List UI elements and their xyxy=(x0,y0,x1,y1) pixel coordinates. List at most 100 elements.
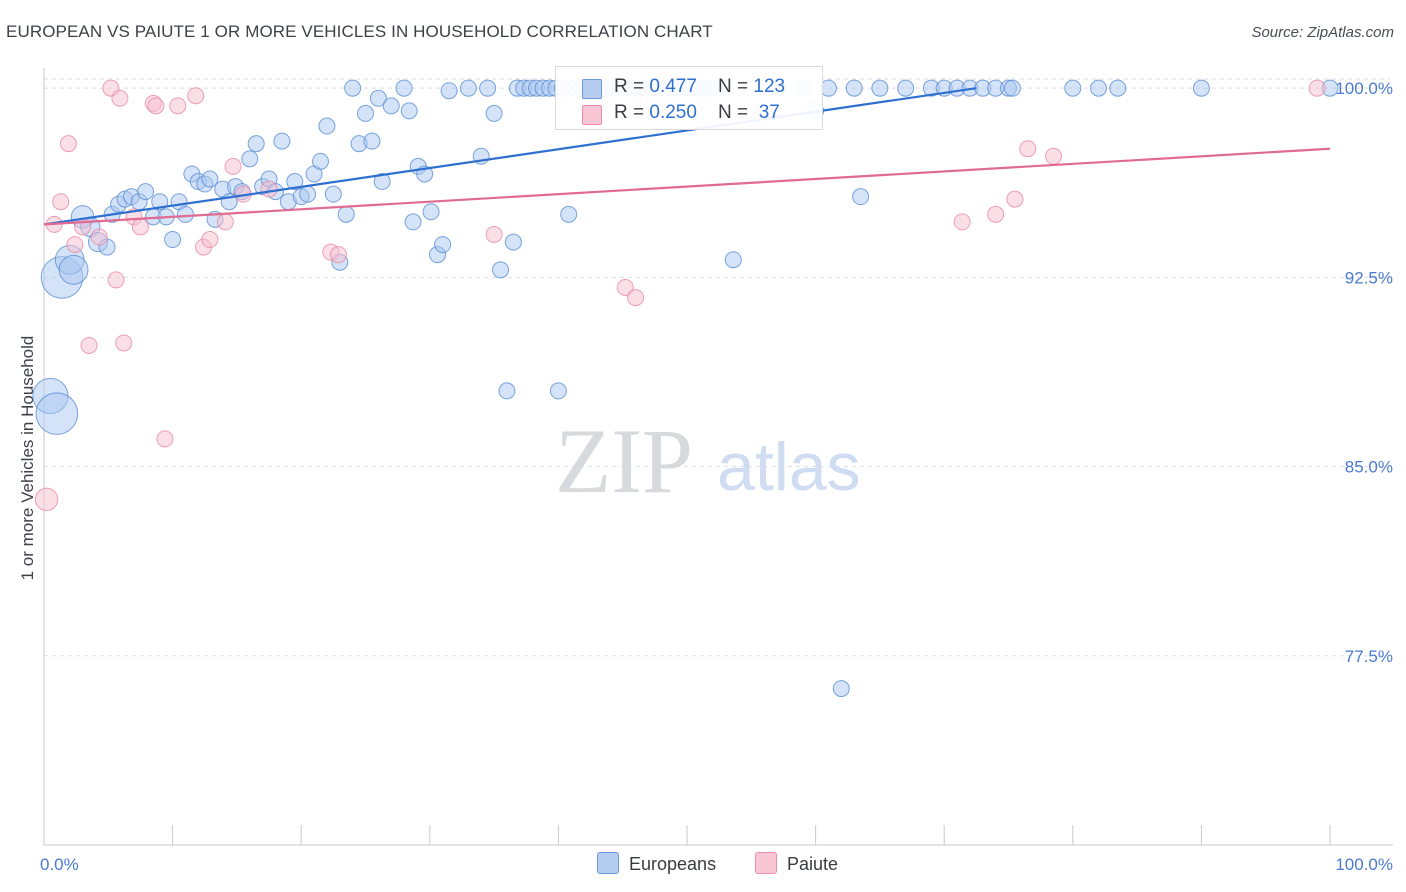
legend-swatch-europeans xyxy=(582,79,602,99)
europeans-point xyxy=(373,173,391,191)
europeans-point xyxy=(273,132,291,150)
paiute-point xyxy=(187,87,205,105)
europeans-point xyxy=(363,132,381,150)
paiute-point xyxy=(260,180,278,198)
paiute-trend-line xyxy=(43,147,1331,226)
paiute-point xyxy=(329,246,347,264)
europeans-point xyxy=(897,79,915,97)
europeans-point xyxy=(1192,79,1210,97)
bottom-legend-paiute: Paiute xyxy=(755,852,838,875)
x-tick-label: 0.0% xyxy=(40,855,79,874)
legend-n-label: N = xyxy=(718,76,754,97)
paiute-point xyxy=(1006,190,1024,208)
paiute-point xyxy=(485,226,503,243)
europeans-point xyxy=(395,79,413,97)
paiute-point xyxy=(34,487,59,512)
europeans-point xyxy=(724,251,742,269)
europeans-point xyxy=(151,193,169,211)
europeans-point xyxy=(498,382,516,400)
paiute-point xyxy=(1045,147,1063,165)
paiute-point xyxy=(953,213,971,231)
europeans-point xyxy=(164,231,182,249)
europeans-point xyxy=(560,205,578,223)
europeans-point xyxy=(459,79,477,97)
paiute-point xyxy=(1308,79,1326,97)
paiute-point xyxy=(52,193,70,211)
bottom-legend-swatch-europeans xyxy=(597,852,619,874)
paiute-point xyxy=(1019,140,1037,158)
europeans-point xyxy=(58,254,89,285)
legend-r-value-paiute: 0.250 xyxy=(649,102,697,123)
europeans-point xyxy=(311,152,329,170)
bottom-legend-swatch-paiute xyxy=(755,852,777,874)
europeans-point xyxy=(845,79,863,97)
europeans-point xyxy=(549,382,567,400)
europeans-point xyxy=(324,185,342,203)
y-tick-label: 85.0% xyxy=(1345,458,1393,477)
europeans-point xyxy=(1003,79,1021,97)
europeans-point xyxy=(318,117,336,135)
x-tick-label: 100.0% xyxy=(1335,855,1393,874)
europeans-point xyxy=(422,203,440,221)
stats-legend: R = 0.477 N = 123 R = 0.250 N = 37 xyxy=(555,66,823,130)
paiute-point xyxy=(201,231,219,249)
legend-n-label: N = xyxy=(718,102,754,123)
europeans-point xyxy=(286,173,304,191)
watermark: ZIP atlas xyxy=(555,410,861,512)
axes xyxy=(43,68,1393,846)
bottom-legend-europeans: Europeans xyxy=(597,852,716,875)
paiute-point xyxy=(156,430,174,448)
europeans-point xyxy=(485,104,503,122)
europeans-point xyxy=(299,185,317,203)
europeans-point xyxy=(201,170,219,188)
y-tick-label: 92.5% xyxy=(1345,268,1393,287)
europeans-point xyxy=(852,188,870,206)
europeans-point xyxy=(440,82,458,100)
europeans-point xyxy=(1109,79,1127,97)
legend-r-label: R = xyxy=(614,102,650,123)
europeans-point xyxy=(247,135,265,153)
legend-swatch-paiute xyxy=(582,105,602,125)
bottom-legend-label-paiute: Paiute xyxy=(787,854,839,874)
paiute-point xyxy=(90,228,108,246)
europeans-point xyxy=(832,680,850,698)
europeans-point xyxy=(35,392,79,435)
paiute-point xyxy=(107,271,125,289)
legend-r-value-europeans: 0.477 xyxy=(649,76,697,97)
paiute-point xyxy=(169,97,187,115)
europeans-point xyxy=(492,261,510,279)
source-label: Source: ZipAtlas.com xyxy=(1251,24,1394,41)
y-tick-label: 100.0% xyxy=(1335,79,1393,98)
europeans-point xyxy=(871,79,889,97)
paiute-point xyxy=(224,157,242,175)
y-tick-label: 77.5% xyxy=(1345,647,1393,666)
europeans-point xyxy=(1090,79,1108,97)
europeans-point xyxy=(137,183,155,201)
chart-title: EUROPEAN VS PAIUTE 1 OR MORE VEHICLES IN… xyxy=(6,22,713,41)
y-axis-label: 1 or more Vehicles in Household xyxy=(18,335,37,581)
paiute-point xyxy=(987,205,1005,223)
europeans-point xyxy=(357,104,374,122)
paiute-point xyxy=(216,213,234,231)
tick-labels: 100.0% 92.5% 85.0% 77.5% 0.0% 100.0% xyxy=(40,79,1393,874)
europeans-point xyxy=(344,79,362,97)
bottom-legend-label-europeans: Europeans xyxy=(629,854,717,874)
europeans-point xyxy=(434,236,452,254)
watermark-atlas: atlas xyxy=(717,429,861,505)
europeans-point xyxy=(504,233,522,251)
paiute-point xyxy=(59,135,77,153)
europeans-point xyxy=(241,150,259,168)
paiute-point xyxy=(111,89,129,107)
europeans-point xyxy=(176,205,194,223)
legend-n-value-europeans: 123 xyxy=(753,76,786,97)
paiute-point xyxy=(627,289,645,307)
europeans-point xyxy=(400,102,418,120)
legend-n-value-paiute: 37 xyxy=(753,102,780,123)
paiute-point xyxy=(115,334,133,352)
paiute-point xyxy=(616,278,634,296)
paiute-point xyxy=(66,236,84,254)
paiute-point xyxy=(80,337,98,354)
watermark-zip: ZIP xyxy=(555,410,693,512)
europeans-point xyxy=(382,97,400,115)
